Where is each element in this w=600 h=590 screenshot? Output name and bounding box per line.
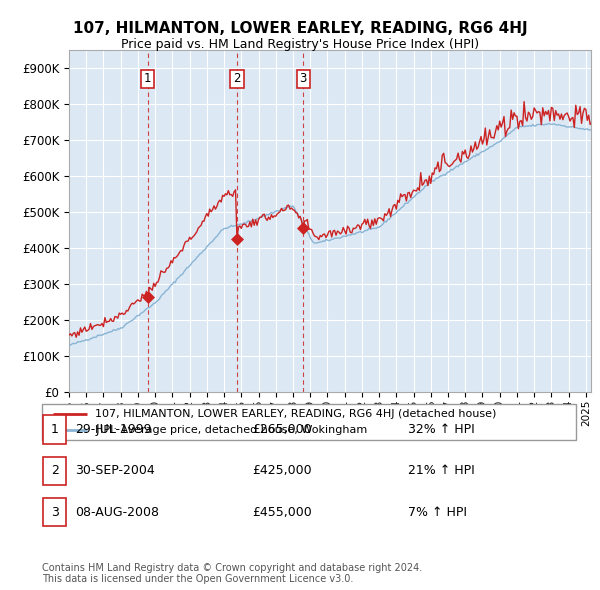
FancyBboxPatch shape bbox=[42, 404, 576, 440]
Text: 7% ↑ HPI: 7% ↑ HPI bbox=[408, 506, 467, 519]
Text: 107, HILMANTON, LOWER EARLEY, READING, RG6 4HJ (detached house): 107, HILMANTON, LOWER EARLEY, READING, R… bbox=[95, 409, 497, 419]
Text: 32% ↑ HPI: 32% ↑ HPI bbox=[408, 423, 475, 436]
Text: HPI: Average price, detached house, Wokingham: HPI: Average price, detached house, Woki… bbox=[95, 425, 368, 435]
Text: Contains HM Land Registry data © Crown copyright and database right 2024.: Contains HM Land Registry data © Crown c… bbox=[42, 563, 422, 573]
Text: 2: 2 bbox=[50, 464, 59, 477]
Text: Price paid vs. HM Land Registry's House Price Index (HPI): Price paid vs. HM Land Registry's House … bbox=[121, 38, 479, 51]
FancyBboxPatch shape bbox=[43, 457, 66, 485]
Text: 29-JUL-1999: 29-JUL-1999 bbox=[75, 423, 151, 436]
FancyBboxPatch shape bbox=[43, 415, 66, 444]
Text: This data is licensed under the Open Government Licence v3.0.: This data is licensed under the Open Gov… bbox=[42, 574, 353, 584]
Text: £455,000: £455,000 bbox=[252, 506, 312, 519]
Text: 1: 1 bbox=[144, 73, 151, 86]
Text: 1: 1 bbox=[50, 423, 59, 436]
Text: £265,000: £265,000 bbox=[252, 423, 311, 436]
Text: 3: 3 bbox=[50, 506, 59, 519]
FancyBboxPatch shape bbox=[43, 498, 66, 526]
Text: 3: 3 bbox=[299, 73, 307, 86]
Text: 08-AUG-2008: 08-AUG-2008 bbox=[75, 506, 159, 519]
Text: £425,000: £425,000 bbox=[252, 464, 311, 477]
Text: 2: 2 bbox=[233, 73, 241, 86]
Text: 107, HILMANTON, LOWER EARLEY, READING, RG6 4HJ: 107, HILMANTON, LOWER EARLEY, READING, R… bbox=[73, 21, 527, 35]
Text: 30-SEP-2004: 30-SEP-2004 bbox=[75, 464, 155, 477]
Text: 21% ↑ HPI: 21% ↑ HPI bbox=[408, 464, 475, 477]
